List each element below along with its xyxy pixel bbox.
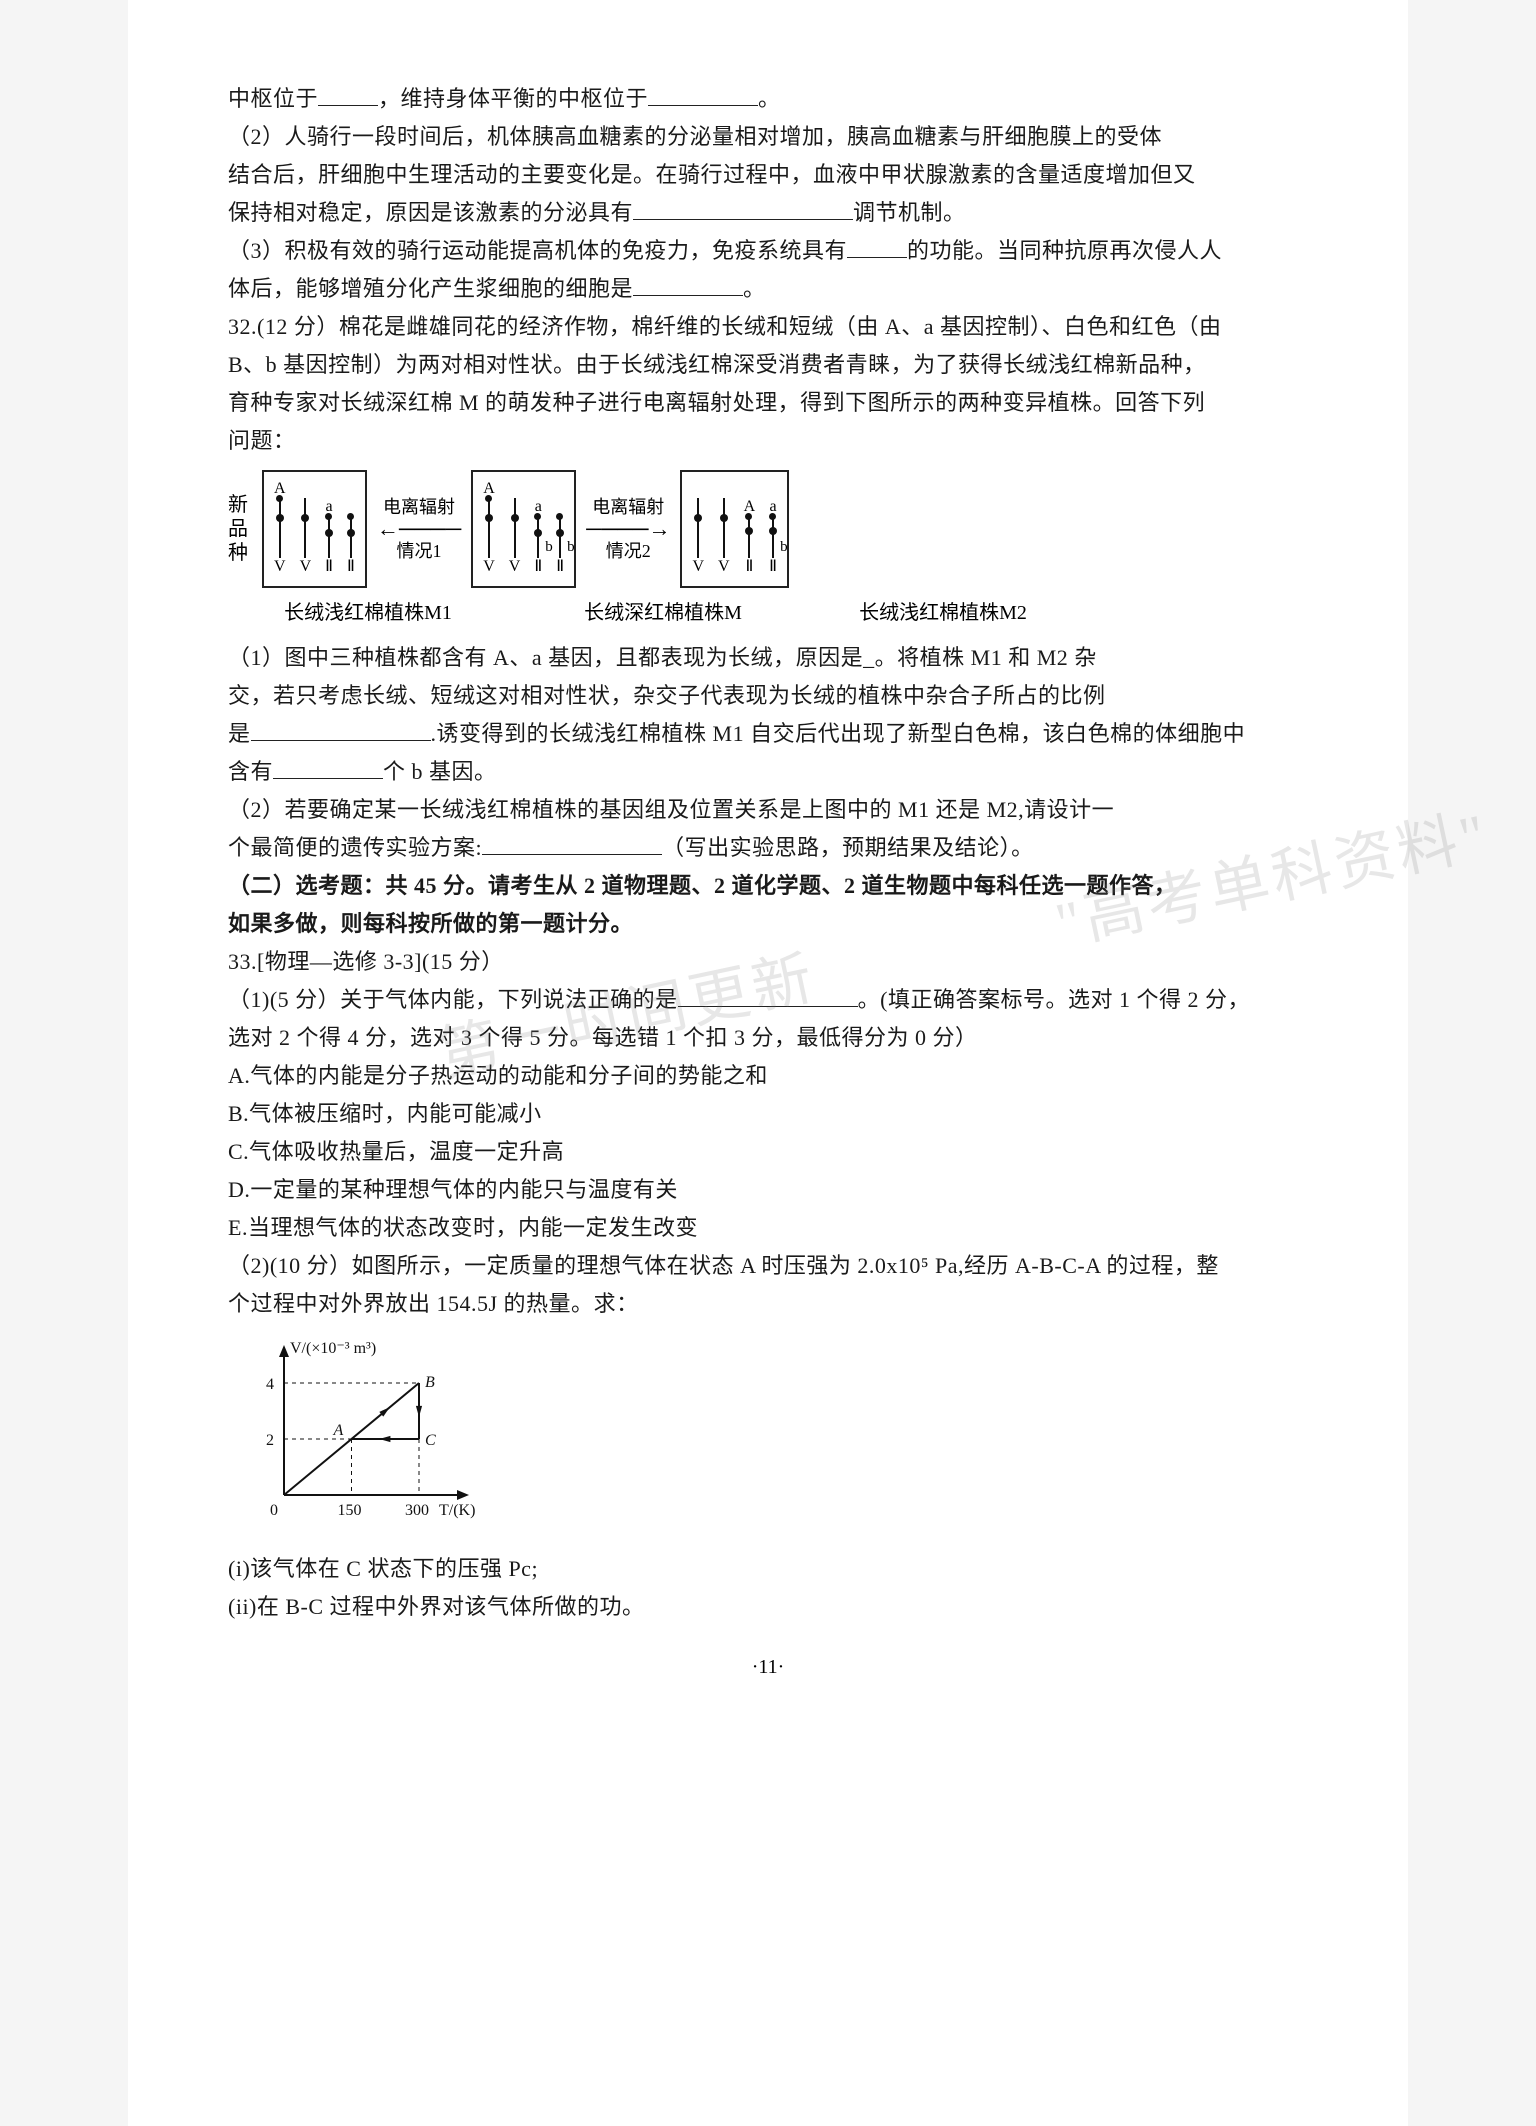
char: 新: [228, 493, 248, 517]
text: （1)(5 分）关于气体内能，下列说法正确的是: [228, 987, 678, 1012]
section2-l2: 如果多做，则每科按所做的第一题计分。: [228, 905, 1308, 943]
q33-p1l2: 选对 2 个得 4 分，选对 3 个得 5 分。每选错 1 个扣 3 分，最低得…: [228, 1019, 1308, 1057]
svg-text:2: 2: [266, 1432, 274, 1449]
plant-m-box: AVVabⅡbⅡ: [471, 470, 576, 588]
char: 种: [228, 541, 248, 565]
svg-text:0: 0: [270, 1502, 278, 1519]
text: 。: [743, 276, 766, 301]
text: 是: [228, 721, 251, 746]
q33-optD: D.一定量的某种理想气体的内能只与温度有关: [228, 1171, 1308, 1209]
q32-p1l4: 含有 个 b 基因。: [228, 753, 1308, 791]
q32-l2: B、b 基因控制）为两对相对性状。由于长绒浅红棉深受消费者青睐，为了获得长绒浅红…: [228, 346, 1308, 384]
text: 调节机制。: [853, 200, 966, 225]
plant-m1-box: AVVaⅡⅡ: [262, 470, 367, 588]
chromosome-diagram: 新 品 种 AVVaⅡⅡ 电离辐射 ←──── 情况1 AVVabⅡbⅡ 电离辐…: [228, 470, 1308, 588]
diagram-captions: 长绒浅红棉植株M1 长绒深红棉植株M 长绒浅红棉植株M2: [228, 596, 1308, 625]
text: 保持相对稳定，原因是该激素的分泌具有: [228, 200, 633, 225]
arrow-label: 电离辐射: [592, 496, 664, 518]
graph-svg: 2 4 0 150 300 A B C V/(×10⁻³ m³) T/(K): [234, 1335, 494, 1535]
arrow-label: 情况1: [397, 540, 442, 562]
caption-m1: 长绒浅红棉植株M1: [278, 596, 458, 625]
text: （3）积极有效的骑行运动能提高机体的免疫力，免疫系统具有: [228, 238, 847, 263]
q33-s2: (ii)在 B-C 过程中外界对该气体所做的功。: [228, 1588, 1308, 1626]
svg-text:150: 150: [338, 1502, 362, 1519]
page-number: ·11·: [228, 1656, 1308, 1679]
blank-fill[interactable]: [847, 237, 907, 258]
text: 含有: [228, 759, 273, 784]
blank-fill[interactable]: [633, 275, 743, 296]
caption-m2: 长绒浅红棉植株M2: [848, 596, 1038, 625]
q33-s1: (i)该气体在 C 状态下的压强 Pc;: [228, 1550, 1308, 1588]
text: 体后，能够增殖分化产生浆细胞的细胞是: [228, 276, 633, 301]
q31-line2: （2）人骑行一段时间后，机体胰高血糖素的分泌量相对增加，胰高血糖素与肝细胞膜上的…: [228, 118, 1308, 156]
q32-p1l3: 是 .诱变得到的长绒浅红棉植株 M1 自交后代出现了新型白色棉，该白色棉的体细胞中: [228, 715, 1308, 753]
vt-graph: 2 4 0 150 300 A B C V/(×10⁻³ m³) T/(K): [234, 1335, 1308, 1540]
char: 品: [228, 517, 248, 541]
q31-line4: 保持相对稳定，原因是该激素的分泌具有 调节机制。: [228, 194, 1308, 232]
text: 个最简便的遗传实验方案:: [228, 835, 482, 860]
arrow-group-1: 电离辐射 ←──── 情况1: [377, 496, 461, 562]
q31-line6: 体后，能够增殖分化产生浆细胞的细胞是 。: [228, 270, 1308, 308]
q32-p1l2: 交，若只考虑长绒、短绒这对相对性状，杂交子代表现为长绒的植株中杂合子所占的比例: [228, 677, 1308, 715]
q33-p2l1: （2)(10 分）如图所示，一定质量的理想气体在状态 A 时压强为 2.0x10…: [228, 1247, 1308, 1285]
plant-m2-box: VVAⅡabⅡ: [680, 470, 789, 588]
text: 的功能。当同种抗原再次侵人人: [907, 238, 1222, 263]
q32-p2l2: 个最简便的遗传实验方案: （写出实验思路，预期结果及结论）。: [228, 829, 1308, 867]
q33-optA: A.气体的内能是分子热运动的动能和分子间的势能之和: [228, 1057, 1308, 1095]
q33-p1l1: （1)(5 分）关于气体内能，下列说法正确的是 。(填正确答案标号。选对 1 个得…: [228, 981, 1308, 1019]
svg-text:4: 4: [266, 1376, 274, 1393]
arrow-label: 情况2: [606, 540, 651, 562]
svg-text:300: 300: [405, 1502, 429, 1519]
q32-head: 32.(12 分）棉花是雌雄同花的经济作物，棉纤维的长绒和短绒（由 A、a 基因…: [228, 308, 1308, 346]
text: .诱变得到的长绒浅红棉植株 M1 自交后代出现了新型白色棉，该白色棉的体细胞中: [431, 721, 1246, 746]
q31-line5: （3）积极有效的骑行运动能提高机体的免疫力，免疫系统具有 的功能。当同种抗原再次侵…: [228, 232, 1308, 270]
blank-fill[interactable]: [273, 758, 383, 779]
caption-m: 长绒深红棉植株M: [578, 596, 748, 625]
diagram-side-label: 新 品 种: [228, 493, 248, 565]
spacer: [758, 596, 838, 625]
q33-optE: E.当理想气体的状态改变时，内能一定发生改变: [228, 1209, 1308, 1247]
spacer: [228, 596, 268, 625]
q31-line1: 中枢位于 ，维持身体平衡的中枢位于 。: [228, 80, 1308, 118]
right-arrow-icon: ────→: [586, 518, 670, 540]
q32-p2l1: （2）若要确定某一长绒浅红棉植株的基因组及位置关系是上图中的 M1 还是 M2,…: [228, 791, 1308, 829]
blank-fill[interactable]: [648, 85, 758, 106]
blank-fill[interactable]: [482, 834, 662, 855]
svg-text:V/(×10⁻³ m³): V/(×10⁻³ m³): [290, 1340, 376, 1357]
q33-head: 33.[物理—选修 3-3](15 分）: [228, 943, 1308, 981]
q32-l3: 育种专家对长绒深红棉 M 的萌发种子进行电离辐射处理，得到下图所示的两种变异植株…: [228, 384, 1308, 422]
spacer: [468, 596, 568, 625]
q33-optB: B.气体被压缩时，内能可能减小: [228, 1095, 1308, 1133]
svg-text:T/(K): T/(K): [439, 1502, 475, 1519]
text: 。(填正确答案标号。选对 1 个得 2 分，: [858, 987, 1250, 1012]
svg-text:B: B: [425, 1374, 435, 1391]
section2-l1: （二）选考题：共 45 分。请考生从 2 道物理题、2 道化学题、2 道生物题中…: [228, 867, 1308, 905]
svg-text:A: A: [333, 1422, 344, 1439]
exam-page: 第一时间更新 "高考单科资料" 中枢位于，维持身体平衡的中枢位于。 （2）人骑行…: [128, 0, 1408, 2126]
left-arrow-icon: ←────: [377, 518, 461, 540]
blank-fill[interactable]: [678, 986, 858, 1007]
q32-l4: 问题：: [228, 422, 1308, 460]
text: ，维持身体平衡的中枢位于: [378, 86, 648, 111]
blank-fill[interactable]: [633, 199, 853, 220]
text: 。: [758, 86, 781, 111]
arrow-group-2: 电离辐射 ────→ 情况2: [586, 496, 670, 562]
arrow-label: 电离辐射: [383, 496, 455, 518]
text: 个 b 基因。: [383, 759, 497, 784]
q33-optC: C.气体吸收热量后，温度一定升高: [228, 1133, 1308, 1171]
text: （写出实验思路，预期结果及结论）。: [662, 835, 1034, 860]
blank-fill[interactable]: [318, 85, 378, 106]
svg-text:C: C: [425, 1432, 436, 1449]
q33-p2l2: 个过程中对外界放出 154.5J 的热量。求：: [228, 1285, 1308, 1323]
text: 中枢位于: [228, 86, 318, 111]
q31-line3: 结合后，肝细胞中生理活动的主要变化是。在骑行过程中，血液中甲状腺激素的含量适度增…: [228, 156, 1308, 194]
q32-p1l1: （1）图中三种植株都含有 A、a 基因，且都表现为长绒，原因是_。将植株 M1 …: [228, 639, 1308, 677]
blank-fill[interactable]: [251, 720, 431, 741]
